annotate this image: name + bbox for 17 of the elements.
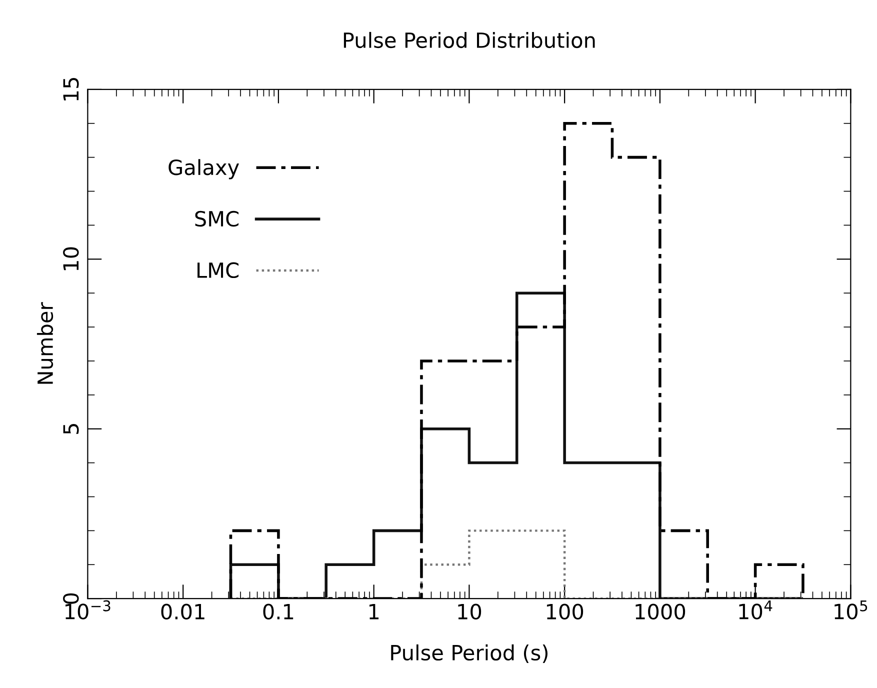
y-tick-label: 5 (63, 424, 79, 434)
x-tick-label: 10$^{5}$ (834, 600, 868, 620)
x-tick-label: 100 (546, 604, 584, 620)
legend-label: LMC (198, 262, 238, 278)
x-tick-label: 10 (458, 604, 482, 620)
chart-title: Pulse Period Distribution (344, 32, 595, 48)
legend-label: Galaxy (168, 159, 239, 180)
y-tick-label: 15 (63, 78, 79, 100)
legend-label: SMC (195, 210, 238, 227)
x-tick-label: 0.01 (161, 604, 204, 620)
y-tick-label: 10 (63, 247, 79, 270)
x-tick-label: 1 (369, 604, 379, 620)
x-tick-label: 10$^{4}$ (739, 600, 772, 620)
x-axis-title: Pulse Period (s) (391, 644, 548, 663)
x-tick-label: 1000 (636, 604, 686, 620)
x-tick-label: 0.1 (263, 604, 294, 620)
y-axis-title: Number (36, 302, 54, 384)
